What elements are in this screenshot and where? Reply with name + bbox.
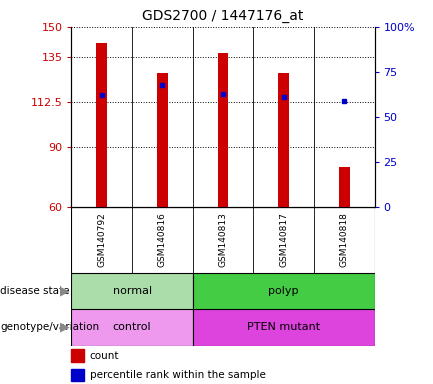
Title: GDS2700 / 1447176_at: GDS2700 / 1447176_at xyxy=(142,9,304,23)
Text: count: count xyxy=(90,351,119,361)
Text: GSM140792: GSM140792 xyxy=(97,213,106,267)
Bar xyxy=(71,273,193,309)
Text: ▶: ▶ xyxy=(60,285,69,297)
Text: GSM140817: GSM140817 xyxy=(279,213,288,267)
Text: PTEN mutant: PTEN mutant xyxy=(247,322,320,333)
Bar xyxy=(278,73,289,207)
Bar xyxy=(193,309,375,346)
Text: GSM140818: GSM140818 xyxy=(340,213,349,267)
Bar xyxy=(339,167,350,207)
Bar xyxy=(71,309,193,346)
Text: genotype/variation: genotype/variation xyxy=(0,322,99,333)
Bar xyxy=(217,53,229,207)
Bar xyxy=(71,349,84,362)
Text: disease state: disease state xyxy=(0,286,70,296)
Text: polyp: polyp xyxy=(268,286,299,296)
Bar xyxy=(96,43,107,207)
Text: control: control xyxy=(113,322,152,333)
Bar xyxy=(71,369,84,381)
Bar xyxy=(193,273,375,309)
Text: GSM140813: GSM140813 xyxy=(219,213,227,267)
Text: ▶: ▶ xyxy=(60,321,69,334)
Text: percentile rank within the sample: percentile rank within the sample xyxy=(90,370,265,380)
Text: GSM140816: GSM140816 xyxy=(158,213,167,267)
Bar xyxy=(157,73,168,207)
Text: normal: normal xyxy=(113,286,152,296)
